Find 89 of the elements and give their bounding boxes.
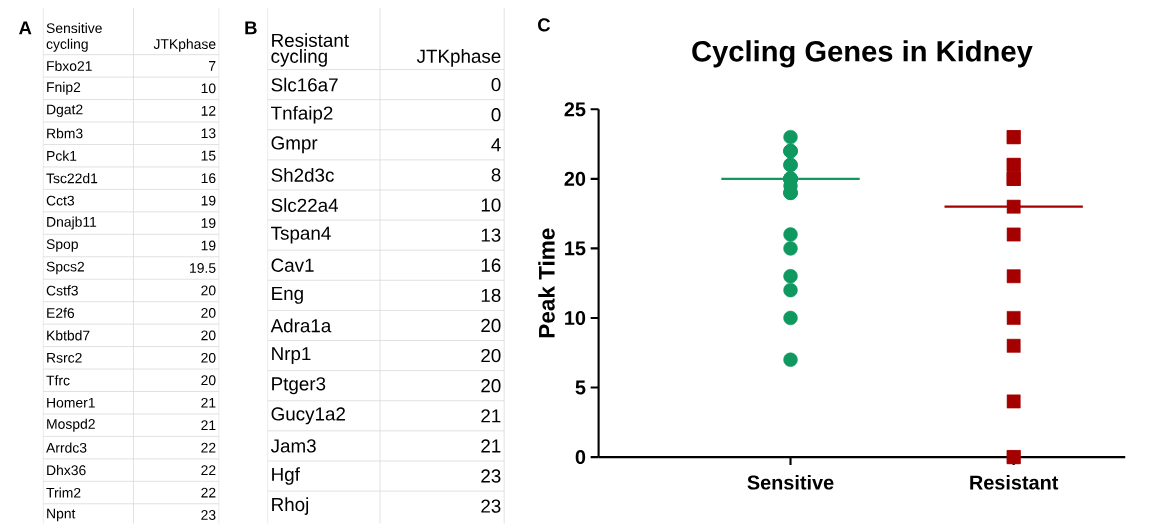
category-label: Cav1: [271, 258, 314, 273]
data-label: 20: [481, 318, 501, 333]
y-tick-label: 15: [565, 241, 586, 256]
data-label: 19: [201, 240, 216, 251]
data-label: 21: [481, 439, 501, 453]
text: A: [19, 21, 32, 35]
category-label: Spcs2: [46, 261, 84, 275]
data-label: 20: [481, 379, 501, 393]
data-label: 22: [201, 442, 216, 453]
category-label: Rsrc2: [47, 353, 82, 363]
x-tick-label: Sensitive: [747, 475, 834, 490]
data-label: 20: [201, 353, 216, 363]
category-label: Gmpr: [271, 136, 318, 154]
category-label: Sh2d3c: [271, 168, 334, 183]
data-label: 19: [201, 218, 216, 229]
category-label: Slc16a7: [271, 77, 338, 92]
y-axis-title: Peak Time: [538, 228, 555, 338]
data-label: 21: [201, 420, 216, 431]
data-label: 21: [481, 409, 501, 423]
category-label: Ptger3: [272, 377, 326, 395]
category-label: Dgat2: [47, 104, 83, 118]
category-label: E2f6: [47, 307, 75, 319]
category-label: Npnt: [47, 508, 76, 522]
data-label: 10: [481, 198, 501, 212]
category-label: Eng: [272, 287, 303, 304]
category-label: Slc22a4: [271, 198, 339, 213]
category-label: Trim2: [46, 487, 81, 498]
data-label: 20: [201, 330, 216, 341]
category-label: Spop: [46, 239, 78, 252]
data-label: 16: [481, 258, 501, 273]
category-label: Mospd2: [47, 418, 95, 432]
text: Resistant cycling: [271, 33, 349, 67]
category-label: Tsc22d1: [46, 173, 98, 184]
category-label: Homer1: [47, 398, 95, 408]
y-tick-label: 10: [565, 311, 586, 326]
data-label: 0: [491, 78, 501, 92]
category-label: Fnip2: [47, 82, 81, 95]
text: C: [538, 18, 551, 32]
category-label: Cct3: [46, 195, 75, 206]
data-label: 23: [201, 510, 216, 521]
data-label: 16: [201, 173, 216, 184]
data-label: 22: [201, 487, 216, 498]
data-label: 0: [491, 108, 501, 122]
y-tick-label: 20: [564, 171, 586, 187]
data-label: 22: [201, 465, 216, 476]
chart-title: Cycling Genes in Kidney: [692, 40, 1033, 68]
data-label: 18: [481, 288, 501, 303]
category-label: Hgf: [272, 467, 300, 485]
text: Sensitive cycling: [46, 23, 102, 52]
category-label: Fbxo21: [47, 60, 92, 72]
data-label: 13: [201, 128, 216, 139]
data-label: 19: [201, 195, 216, 206]
category-label: Jam3: [270, 439, 316, 453]
y-tick-label: 25: [564, 102, 586, 117]
x-tick-label: Resistant: [970, 475, 1059, 490]
data-label: 23: [481, 469, 501, 483]
data-label: 20: [481, 349, 501, 363]
category-label: Tspan4: [271, 226, 331, 244]
category-label: Cstf3: [46, 285, 78, 296]
category-label: Pck1: [47, 150, 77, 161]
data-label: 8: [491, 168, 501, 182]
data-label: 15: [201, 151, 216, 161]
y-tick-label: 5: [575, 380, 586, 395]
data-label: 10: [201, 83, 216, 94]
category-label: Arrdc3: [46, 442, 87, 453]
data-label: 4: [491, 138, 501, 152]
data-label: 12: [201, 106, 216, 116]
data-label: 19.5: [190, 263, 216, 274]
data-label: 20: [201, 375, 216, 386]
data-label: 20: [201, 285, 216, 296]
text: JTKphase: [153, 38, 216, 52]
data-label: 23: [481, 499, 501, 513]
category-label: Kbtbd7: [47, 330, 90, 341]
category-label: Dnajb11: [47, 216, 97, 230]
y-tick-label: 0: [575, 450, 586, 465]
category-label: Rbm3: [47, 128, 83, 139]
category-label: Nrp1: [272, 347, 311, 365]
data-label: 7: [209, 61, 216, 71]
category-label: Gucy1a2: [271, 407, 345, 425]
data-label: 20: [201, 308, 216, 318]
category-label: Tfrc: [46, 375, 70, 386]
data-label: 13: [481, 228, 501, 242]
text: B: [245, 21, 257, 35]
category-label: Adra1a: [270, 318, 332, 333]
category-label: Rhoj: [272, 497, 309, 516]
category-label: Dhx36: [47, 465, 86, 476]
data-label: 21: [201, 398, 216, 408]
text: JTKphase: [416, 49, 501, 67]
category-label: Tnfaip2: [271, 106, 333, 124]
